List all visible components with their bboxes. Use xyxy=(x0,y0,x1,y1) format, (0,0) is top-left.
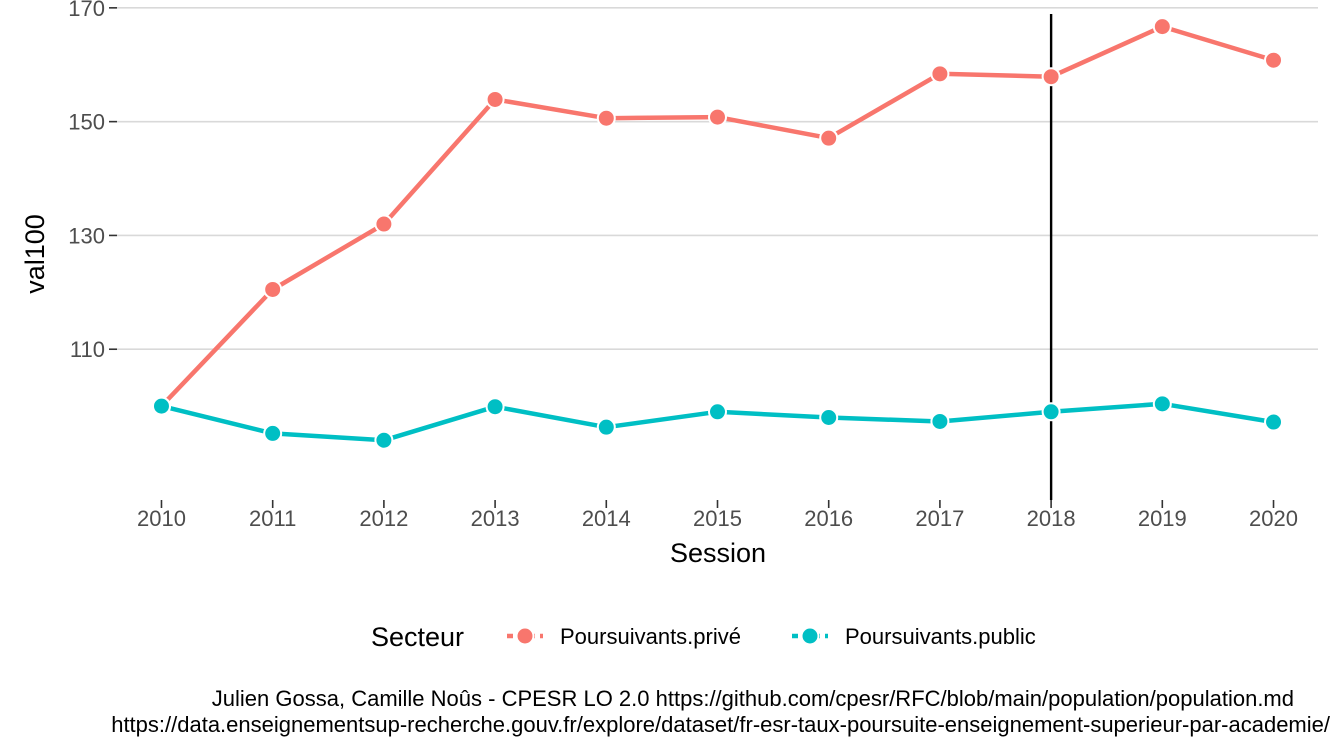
legend-key-point-0 xyxy=(515,626,535,646)
series-1-point xyxy=(263,423,283,443)
legend-key-point-1 xyxy=(800,626,820,646)
x-tick-label: 2011 xyxy=(249,506,296,531)
x-tick-label: 2012 xyxy=(359,506,408,531)
gridlines xyxy=(117,7,1318,351)
x-tick-label: 2014 xyxy=(582,506,631,531)
series-0-point xyxy=(708,107,727,127)
y-tick-label: 150 xyxy=(68,110,105,135)
series-1-point xyxy=(1264,412,1284,432)
x-tick-label: 2010 xyxy=(137,506,186,531)
x-tick-label: 2015 xyxy=(693,506,742,531)
y-tick-label: 110 xyxy=(70,337,105,362)
caption-line-1: Julien Gossa, Camille Noûs - CPESR LO 2.… xyxy=(212,686,1294,711)
series-0-point xyxy=(596,108,616,128)
series-1-point xyxy=(485,397,505,417)
x-tick-label: 2018 xyxy=(1027,506,1076,531)
legend-title: Secteur xyxy=(371,622,464,652)
legend-label-0: Poursuivants.privé xyxy=(560,624,741,649)
series-0-point xyxy=(819,128,839,148)
series-0-point xyxy=(930,64,950,84)
x-tick-label: 2016 xyxy=(804,506,853,531)
series-layer xyxy=(151,17,1284,450)
legend: Secteur Poursuivants.privé Poursuivants.p… xyxy=(371,622,1036,652)
series-1-point xyxy=(374,430,394,450)
x-tick-label: 2020 xyxy=(1249,506,1298,531)
y-tick-label: 170 xyxy=(68,0,105,21)
x-tick-label: 2017 xyxy=(915,506,964,531)
y-axis-title: val100 xyxy=(20,214,50,294)
series-0-point xyxy=(1041,67,1061,87)
series-1-point xyxy=(1041,402,1061,422)
series-1-point xyxy=(151,396,171,416)
axes: 110 130 150 170 2010 2011 2012 2013 2014 2015 2016… xyxy=(68,0,1298,531)
series-0-point xyxy=(485,89,505,109)
x-axis-title: Session xyxy=(670,538,766,568)
caption-line-2: https://data.enseignementsup-recherche.g… xyxy=(111,712,1331,737)
series-0-point xyxy=(1152,17,1172,37)
y-tick-label: 130 xyxy=(68,223,105,248)
legend-label-1: Poursuivants.public xyxy=(845,624,1036,649)
series-0-point xyxy=(374,214,394,234)
series-1-point xyxy=(930,411,950,431)
series-0-point xyxy=(263,279,283,299)
series-1-point xyxy=(596,417,616,437)
series-0-point xyxy=(1264,50,1284,70)
x-tick-label: 2019 xyxy=(1138,506,1187,531)
x-tick-label: 2013 xyxy=(471,506,520,531)
series-1-point xyxy=(819,408,839,427)
series-1-point xyxy=(1152,394,1172,414)
series-1-point xyxy=(708,402,727,422)
